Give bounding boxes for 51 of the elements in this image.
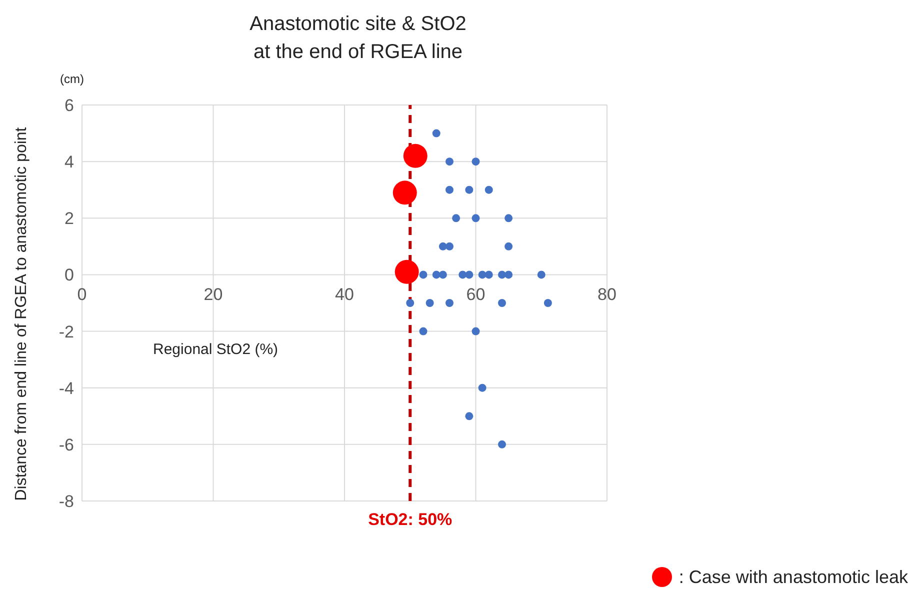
point (406, 299, 414, 307)
point (446, 158, 454, 166)
point (465, 270, 474, 279)
point (452, 214, 460, 222)
point (446, 242, 454, 250)
point (504, 270, 513, 279)
text: (cm) (60, 72, 84, 86)
legend-label: : Case with anastomotic leak (678, 566, 908, 588)
y-tick-label: -2 (58, 322, 74, 342)
y-tick-label: 4 (64, 152, 74, 172)
y-tick-label: 6 (64, 96, 74, 116)
point (498, 440, 506, 448)
ref-line-label: StO2: 50% (368, 510, 452, 530)
chart-title: Anastomotic site & StO2 at the end of RGEA line (248, 12, 468, 65)
point (438, 242, 447, 250)
point (446, 186, 454, 194)
x-tick-label: 20 (204, 285, 223, 304)
point (432, 129, 440, 138)
x-tick-label: 40 (335, 285, 354, 304)
point (498, 299, 506, 307)
point (472, 158, 480, 166)
x-axis-title: Regional StO2 (%) (153, 341, 278, 358)
point (544, 299, 552, 307)
point (426, 299, 434, 307)
point (484, 186, 493, 194)
point (484, 270, 493, 279)
point (403, 144, 428, 168)
point (458, 270, 467, 279)
y-tick-label: -4 (58, 378, 74, 398)
point (392, 180, 417, 205)
point (465, 186, 474, 194)
y-tick-label: 2 (64, 209, 74, 228)
y-tick-label: 0 (64, 266, 74, 285)
point (472, 214, 480, 222)
point (504, 214, 513, 222)
point (419, 270, 428, 279)
y-axis-title: Distance from end line of RGEA to anastomotic point (13, 127, 31, 501)
y-tick-label: -8 (58, 492, 74, 512)
x-tick-label: 0 (77, 285, 87, 304)
point (504, 242, 513, 250)
point (537, 270, 546, 279)
y-tick-label: -6 (58, 435, 74, 454)
x-tick-label: 80 (598, 285, 616, 304)
point (472, 327, 480, 336)
x-tick-label: 60 (466, 285, 486, 304)
point (394, 260, 419, 284)
point (438, 270, 447, 279)
point (465, 412, 474, 420)
point (446, 299, 454, 307)
point (478, 384, 486, 392)
point (419, 327, 428, 336)
